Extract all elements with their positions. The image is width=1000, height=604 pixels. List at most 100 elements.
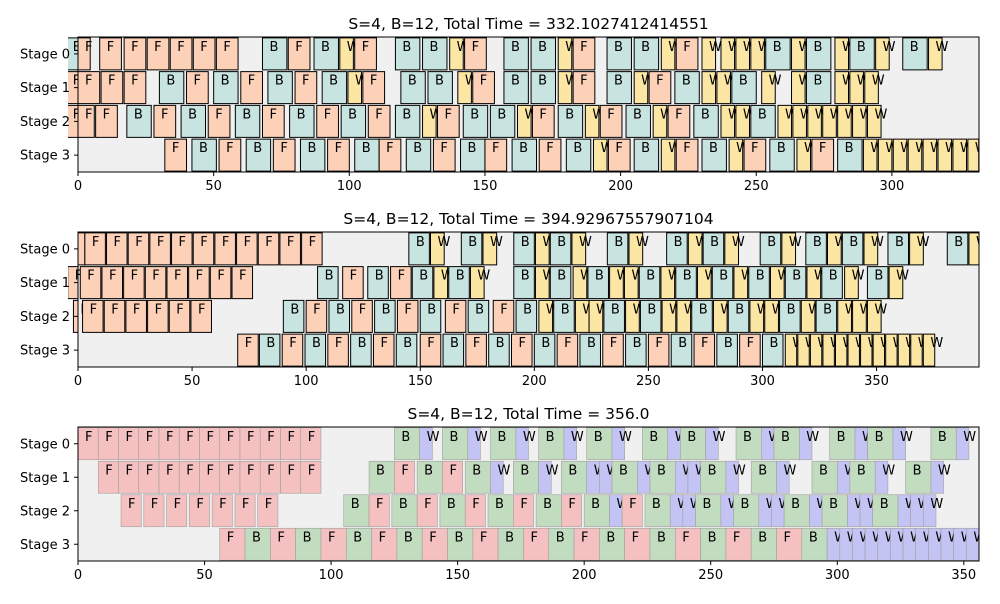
task-bar-f-stage-0-1 — [84, 232, 106, 266]
task-label-b: B — [430, 40, 439, 55]
task-bar-w-stage-2-27 — [720, 104, 736, 138]
task-bar-f-stage-1-8 — [231, 266, 254, 300]
task-label-f: F — [376, 497, 383, 512]
task-label-b: B — [703, 497, 712, 512]
x-tick-label: 50 — [184, 374, 201, 389]
task-bar-f-stage-1-5 — [166, 266, 189, 300]
task-label-f: F — [133, 302, 140, 317]
task-bar-b-stage-3-1 — [258, 333, 281, 367]
task-bar-f-stage-3-10 — [432, 138, 456, 172]
task-label-f: F — [277, 530, 284, 545]
task-label-b: B — [687, 430, 696, 445]
task-label-f: F — [161, 107, 168, 122]
task-bar-b-stage-2-7 — [282, 299, 305, 333]
task-bar-b-stage-2-32 — [779, 299, 801, 333]
task-label-b: B — [523, 302, 532, 317]
task-bar-b-stage-1-24 — [649, 460, 676, 494]
task-bar-b-stage-2-24 — [639, 299, 662, 333]
task-label-f: F — [682, 530, 689, 545]
task-label-f: F — [179, 235, 186, 250]
task-bar-w-stage-1-15 — [457, 71, 472, 105]
task-bar-w-stage-1-29 — [733, 266, 749, 300]
task-bar-w-stage-2-28 — [735, 104, 750, 138]
task-bar-b-stage-2-9 — [328, 299, 351, 333]
task-bar-w-stage-1-31 — [769, 266, 785, 300]
task-bar-w-stage-2-33 — [822, 104, 837, 138]
task-label-f: F — [287, 235, 294, 250]
task-bar-b-stage-0-29 — [765, 37, 791, 71]
task-bar-b-stage-3-15 — [565, 138, 592, 172]
task-bar-b-stage-1-13 — [416, 460, 443, 494]
task-label-f: F — [90, 302, 97, 317]
task-label-b: B — [520, 463, 529, 478]
task-label-f: F — [200, 235, 207, 250]
task-label-b: B — [633, 107, 642, 122]
task-label-b: B — [496, 336, 505, 351]
task-label-f: F — [215, 107, 222, 122]
task-label-w: W — [930, 497, 943, 512]
task-bar-f-stage-3-10 — [472, 527, 499, 561]
task-bar-w-stage-0-33 — [892, 427, 906, 461]
task-bar-w-stage-1-28 — [725, 460, 739, 494]
task-bar-f-stage-2-25 — [667, 104, 691, 138]
task-label-b: B — [538, 74, 547, 89]
task-bar-f-stage-1-7 — [240, 71, 263, 105]
task-bar-w-stage-3-22 — [728, 138, 744, 172]
task-bar-b-stage-2-7 — [234, 104, 261, 138]
task-label-b: B — [573, 141, 582, 156]
task-bar-w-stage-0-17 — [534, 232, 550, 266]
task-label-w: W — [936, 40, 949, 55]
task-label-f: F — [398, 269, 405, 284]
task-bar-w-stage-2-18 — [517, 104, 532, 138]
task-bar-w-stage-3-35 — [922, 333, 936, 367]
task-label-b: B — [456, 269, 465, 284]
task-label-b: B — [497, 107, 506, 122]
task-label-b: B — [710, 235, 719, 250]
task-bar-b-stage-1-30 — [748, 266, 770, 300]
task-bar-b-stage-1-13 — [411, 266, 434, 300]
task-bar-f-stage-2-6 — [257, 494, 279, 528]
task-bar-b-stage-0-22 — [633, 37, 660, 71]
task-label-f: F — [125, 463, 132, 478]
task-bar-w-stage-3-32 — [922, 138, 938, 172]
task-label-b: B — [376, 463, 385, 478]
task-label-b: B — [633, 336, 642, 351]
task-bar-w-stage-1-33 — [806, 266, 822, 300]
task-label-f: F — [73, 107, 80, 122]
task-bar-b-stage-0-16 — [513, 232, 535, 266]
bars-group: FFFFFFFFFFFFBWBWBWBWBWBWBWBWBWBWBWBWFFFF… — [77, 427, 979, 561]
task-bar-b-stage-2-15 — [467, 299, 490, 333]
task-bar-b-stage-3-5 — [345, 527, 372, 561]
task-bar-f-stage-2-10 — [316, 104, 339, 138]
task-label-f: F — [105, 430, 112, 445]
task-bar-b-stage-2-22 — [603, 299, 625, 333]
task-bar-b-stage-0-22 — [642, 427, 668, 461]
task-label-b: B — [938, 430, 947, 445]
task-label-f: F — [386, 141, 393, 156]
task-bar-f-stage-2-5 — [234, 494, 256, 528]
task-label-b: B — [709, 141, 718, 156]
task-bar-f-stage-2-2 — [166, 494, 188, 528]
task-bar-f-stage-0-4 — [146, 37, 170, 71]
task-label-b: B — [561, 302, 570, 317]
task-label-f: F — [656, 74, 663, 89]
task-label-b: B — [498, 430, 507, 445]
task-bar-b-stage-3-24 — [769, 138, 795, 172]
task-bar-b-stage-0-35 — [902, 37, 928, 71]
task-label-b: B — [791, 497, 800, 512]
task-label-b: B — [875, 430, 884, 445]
x-tick-label: 0 — [74, 568, 82, 583]
task-bar-f-stage-3-16 — [602, 333, 624, 367]
task-bar-w-stage-0-27 — [735, 37, 750, 71]
task-label-b: B — [649, 430, 658, 445]
task-bar-f-stage-3-4 — [327, 333, 349, 367]
task-label-f: F — [128, 497, 135, 512]
task-bar-w-stage-3-34 — [952, 138, 968, 172]
task-label-b: B — [221, 74, 230, 89]
task-bar-f-stage-1-5 — [186, 71, 209, 105]
plot-frame — [77, 231, 980, 368]
task-label-b: B — [880, 497, 889, 512]
task-label-f: F — [177, 40, 184, 55]
task-bar-f-stage-3-10 — [465, 333, 487, 367]
task-bar-f-stage-3-0 — [237, 333, 259, 367]
